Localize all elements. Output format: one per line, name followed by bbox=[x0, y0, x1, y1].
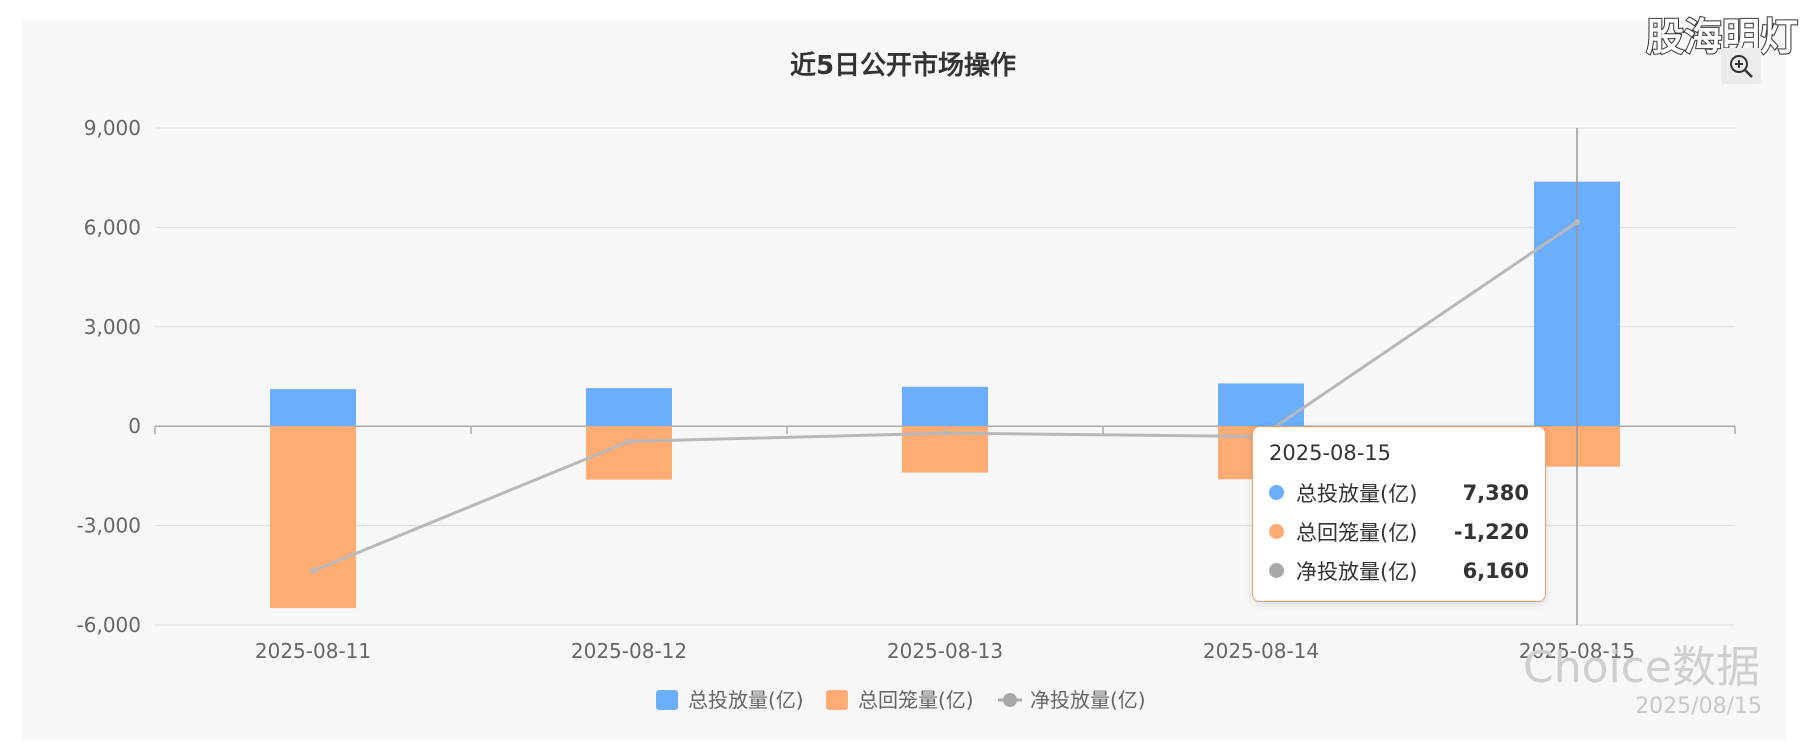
legend-label: 总回笼量(亿) bbox=[858, 688, 974, 712]
x-axis: 2025-08-11 2025-08-12 2025-08-13 2025-08-14… bbox=[154, 426, 1736, 663]
tooltip-series-value: 6,160 bbox=[1462, 558, 1529, 583]
y-tick-label: -3,000 bbox=[77, 514, 141, 538]
net-point bbox=[626, 438, 632, 445]
net-point bbox=[310, 567, 316, 574]
tooltip-series-name: 净投放量(亿) bbox=[1296, 559, 1418, 584]
bar bbox=[270, 389, 356, 427]
tooltip-series-value: 7,380 bbox=[1462, 480, 1529, 505]
x-tick-label: 2025-08-14 bbox=[1203, 639, 1319, 663]
tooltip-series-value: -1,220 bbox=[1453, 519, 1529, 544]
x-tick-label: 2025-08-11 bbox=[255, 639, 371, 663]
tooltip-row: 总回笼量(亿) -1,220 bbox=[1269, 512, 1529, 551]
bar bbox=[902, 386, 988, 427]
tooltip-series-name: 总回笼量(亿) bbox=[1296, 520, 1418, 545]
chart-title: 近5日公开市场操作 bbox=[790, 50, 1016, 81]
zoom-in-icon bbox=[1730, 55, 1753, 78]
legend-label: 净投放量(亿) bbox=[1030, 688, 1146, 712]
legend-swatch bbox=[656, 690, 678, 710]
x-tick-label: 2025-08-13 bbox=[887, 639, 1003, 663]
tooltip-row: 总投放量(亿) 7,380 bbox=[1269, 473, 1529, 512]
tooltip-series-name: 总投放量(亿) bbox=[1296, 481, 1418, 506]
x-tick-label: 2025-08-12 bbox=[571, 639, 687, 663]
watermark-date: 2025/08/15 bbox=[1635, 694, 1762, 719]
net-point bbox=[1574, 219, 1580, 226]
bar bbox=[586, 388, 672, 427]
y-tick-label: 3,000 bbox=[84, 315, 141, 339]
tooltip-row: 净投放量(亿) 6,160 bbox=[1269, 551, 1529, 590]
legend-label: 总投放量(亿) bbox=[688, 688, 804, 712]
y-tick-label: -6,000 bbox=[77, 613, 141, 637]
net-point bbox=[942, 430, 948, 437]
y-tick-label: 0 bbox=[128, 414, 141, 438]
tooltip-dot-icon bbox=[1269, 524, 1284, 539]
legend-swatch-dot bbox=[1003, 693, 1017, 707]
legend-swatch bbox=[826, 690, 848, 710]
chart-panel bbox=[22, 20, 1786, 740]
y-tick-label: 9,000 bbox=[84, 116, 141, 140]
watermark-brand: Choice数据 bbox=[1523, 642, 1760, 693]
tooltip-date: 2025-08-15 bbox=[1269, 441, 1392, 465]
tooltip-dot-icon bbox=[1269, 485, 1284, 500]
y-tick-label: 6,000 bbox=[84, 215, 141, 239]
zoom-button[interactable] bbox=[1721, 48, 1761, 84]
x-tick-label: 2025-08-15 bbox=[1519, 639, 1635, 663]
bar bbox=[270, 426, 356, 609]
bar bbox=[1218, 383, 1304, 427]
y-axis: 9,000 6,000 3,000 0 -3,000 -6,000 bbox=[77, 116, 141, 637]
chart-tooltip: 2025-08-15 总投放量(亿) 7,380 总回笼量(亿) -1,220 … bbox=[1252, 426, 1546, 602]
tooltip-dot-icon bbox=[1269, 563, 1284, 578]
legend: 总投放量(亿) 总回笼量(亿) 净投放量(亿) bbox=[656, 688, 1146, 712]
